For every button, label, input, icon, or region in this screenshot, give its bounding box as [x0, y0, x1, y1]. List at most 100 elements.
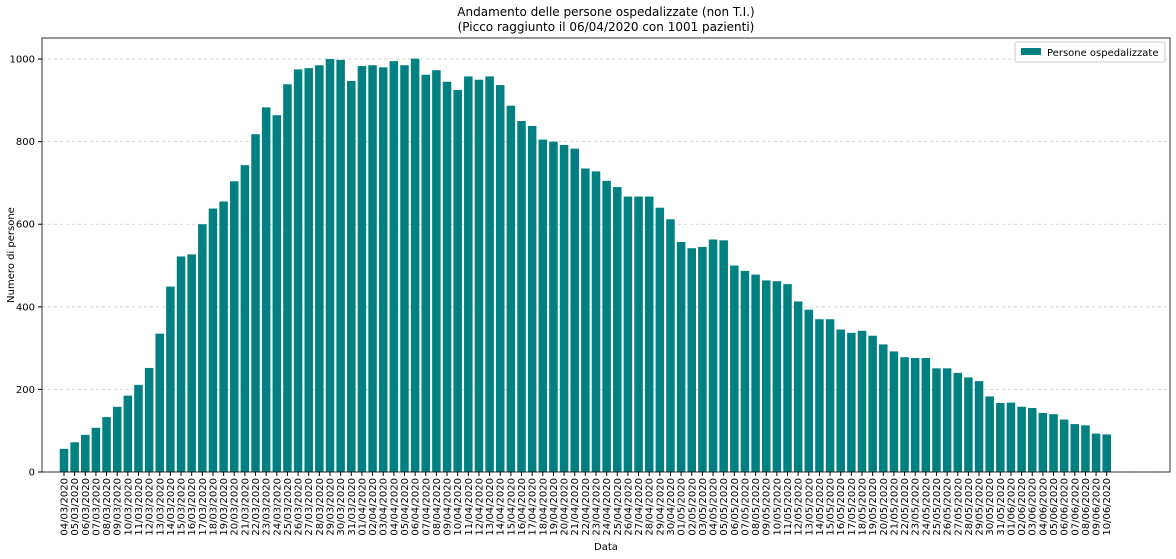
bar [325, 59, 335, 473]
legend-box [1014, 41, 1166, 63]
x-tick-label: 07/04/2020 [421, 478, 432, 536]
y-tick-label: 1000 [10, 55, 35, 66]
bar [985, 396, 994, 472]
x-tick-label: 13/03/2020 [155, 478, 166, 536]
bar [996, 403, 1005, 472]
bar [538, 139, 548, 472]
bar [613, 187, 622, 473]
x-tick-label: 09/04/2020 [443, 478, 454, 536]
bar [623, 196, 633, 473]
x-tick-label: 02/04/2020 [368, 478, 379, 536]
x-tick-label: 10/03/2020 [123, 478, 134, 536]
x-tick-label: 18/05/2020 [858, 478, 869, 536]
x-tick-label: 03/06/2020 [1028, 478, 1039, 536]
x-tick-label: 12/05/2020 [794, 478, 805, 536]
x-tick-label: 24/05/2020 [921, 478, 932, 536]
bar [644, 196, 654, 473]
y-tick-label: 800 [16, 137, 35, 148]
bar [283, 84, 292, 473]
bar [464, 76, 473, 472]
x-tick-label: 09/06/2020 [1092, 478, 1103, 536]
bar [389, 61, 399, 473]
legend-swatch [1021, 48, 1041, 55]
bar [527, 125, 537, 472]
bar [964, 377, 973, 472]
bar [698, 246, 707, 472]
bar [421, 74, 431, 473]
bar [942, 368, 952, 472]
bar [400, 65, 409, 473]
x-tick-label: 13/04/2020 [485, 478, 496, 536]
bar [910, 358, 920, 472]
bar [857, 330, 867, 472]
x-tick-label: 01/05/2020 [677, 478, 688, 536]
bar [825, 319, 835, 472]
x-tick-label: 09/03/2020 [113, 478, 124, 536]
y-tick-label: 0 [29, 468, 35, 479]
plot-frame [41, 37, 1171, 473]
bar [261, 107, 271, 472]
x-tick-label: 20/05/2020 [879, 478, 890, 536]
bar [793, 301, 803, 472]
x-tick-label: 07/03/2020 [91, 478, 102, 536]
bar [719, 240, 728, 472]
x-tick-label: 08/03/2020 [102, 478, 113, 536]
x-tick-label: 08/05/2020 [751, 478, 762, 536]
bar [315, 65, 324, 473]
bar [229, 181, 239, 472]
bar [134, 384, 143, 472]
x-tick-label: 14/03/2020 [166, 478, 177, 536]
bar [921, 358, 931, 472]
x-tick-label: 08/04/2020 [432, 478, 443, 536]
x-tick-label: 01/04/2020 [357, 478, 368, 536]
x-tick-label: 06/03/2020 [81, 478, 92, 536]
bar [410, 58, 420, 472]
x-tick-label: 12/03/2020 [145, 478, 156, 536]
bar [91, 427, 101, 472]
x-tick-label: 23/05/2020 [911, 478, 922, 536]
x-tick-label: 28/04/2020 [645, 478, 656, 536]
bar [708, 239, 718, 472]
x-tick-label: 31/03/2020 [347, 478, 358, 536]
bar [517, 121, 526, 473]
x-tick-label: 16/05/2020 [836, 478, 847, 536]
legend-label: Persone ospedalizzate [1047, 48, 1159, 59]
bar [102, 417, 111, 472]
bar [581, 168, 590, 472]
x-tick-label: 07/05/2020 [740, 478, 751, 536]
bar [81, 434, 90, 472]
bar [1070, 424, 1080, 472]
bar [219, 201, 228, 472]
x-tick-label: 17/03/2020 [198, 478, 209, 536]
bar [974, 381, 984, 472]
bar [357, 66, 367, 472]
bar [187, 254, 196, 472]
bar [602, 180, 611, 472]
x-tick-label: 05/03/2020 [70, 478, 81, 536]
bar [889, 351, 899, 472]
x-tick-label: 04/03/2020 [60, 478, 71, 536]
x-tick-label: 06/04/2020 [411, 478, 422, 536]
bar [1102, 434, 1111, 472]
x-tick-label: 21/05/2020 [889, 478, 900, 536]
x-tick-label: 10/06/2020 [1102, 478, 1113, 536]
bar [570, 148, 579, 472]
x-tick-label: 06/06/2020 [1060, 478, 1071, 536]
bar [70, 442, 79, 472]
chart-subtitle: (Picco raggiunto il 06/04/2020 con 1001 … [458, 20, 755, 34]
x-tick-label: 25/04/2020 [613, 478, 624, 536]
bar [1081, 425, 1090, 472]
chart-title: Andamento delle persone ospedalizzate (n… [457, 5, 754, 19]
bar [1017, 406, 1026, 472]
x-tick-label: 20/04/2020 [560, 478, 571, 536]
bar [495, 85, 505, 472]
x-tick-label: 02/06/2020 [1017, 478, 1028, 536]
bar [761, 280, 771, 472]
bar [666, 219, 675, 472]
bar [166, 286, 175, 472]
bar [176, 256, 186, 472]
bar [198, 224, 207, 472]
y-axis-label: Numero di persone [6, 207, 17, 303]
x-tick-label: 18/04/2020 [538, 478, 549, 536]
